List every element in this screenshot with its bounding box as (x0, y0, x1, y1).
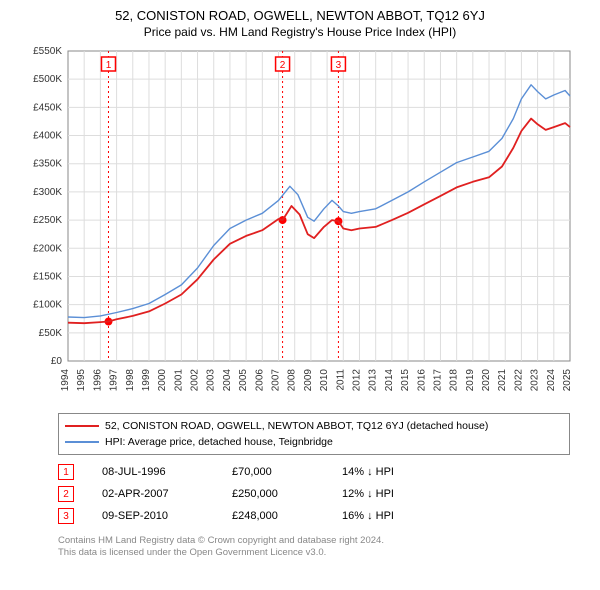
transaction-date: 08-JUL-1996 (102, 466, 232, 478)
transaction-price: £70,000 (232, 466, 342, 478)
svg-text:£300K: £300K (33, 187, 62, 198)
svg-text:1997: 1997 (109, 369, 120, 392)
svg-text:£400K: £400K (33, 131, 62, 142)
svg-text:2007: 2007 (271, 369, 282, 392)
transaction-date: 09-SEP-2010 (102, 510, 232, 522)
transaction-row: 2 02-APR-2007£250,00012% ↓ HPI (58, 483, 570, 505)
svg-text:2021: 2021 (497, 369, 508, 392)
svg-text:2016: 2016 (416, 369, 427, 392)
svg-text:2009: 2009 (303, 369, 314, 392)
transaction-date: 02-APR-2007 (102, 488, 232, 500)
svg-text:2022: 2022 (513, 369, 524, 392)
legend-swatch (65, 441, 99, 443)
footer: Contains HM Land Registry data © Crown c… (58, 535, 570, 560)
transaction-row: 1 08-JUL-1996£70,00014% ↓ HPI (58, 461, 570, 483)
svg-text:2013: 2013 (368, 369, 379, 392)
svg-text:2008: 2008 (287, 369, 298, 392)
svg-text:2003: 2003 (206, 369, 217, 392)
svg-text:1994: 1994 (60, 369, 71, 392)
svg-text:2012: 2012 (351, 369, 362, 392)
svg-text:2019: 2019 (465, 369, 476, 392)
legend-swatch (65, 425, 99, 427)
svg-text:3: 3 (336, 60, 342, 71)
svg-text:£450K: £450K (33, 102, 62, 113)
svg-text:2020: 2020 (481, 369, 492, 392)
svg-text:2017: 2017 (432, 369, 443, 392)
transaction-price: £248,000 (232, 510, 342, 522)
svg-text:2011: 2011 (335, 369, 346, 391)
footer-line-1: Contains HM Land Registry data © Crown c… (58, 535, 570, 547)
svg-text:2025: 2025 (562, 369, 573, 392)
svg-text:2: 2 (280, 60, 286, 71)
svg-text:1996: 1996 (92, 369, 103, 392)
svg-text:1998: 1998 (125, 369, 136, 392)
legend-item: 52, CONISTON ROAD, OGWELL, NEWTON ABBOT,… (65, 418, 563, 434)
footer-line-2: This data is licensed under the Open Gov… (58, 547, 570, 559)
transaction-marker: 3 (58, 508, 74, 524)
legend-label: 52, CONISTON ROAD, OGWELL, NEWTON ABBOT,… (105, 420, 488, 432)
transactions-table: 1 08-JUL-1996£70,00014% ↓ HPI 2 02-APR-2007… (58, 461, 570, 527)
svg-text:1999: 1999 (141, 369, 152, 392)
chart-svg: £0 £50K £100K £150K £200K £250K £300K £350K £400… (20, 45, 580, 405)
svg-text:1995: 1995 (76, 369, 87, 392)
svg-text:2005: 2005 (238, 369, 249, 392)
svg-text:2024: 2024 (546, 369, 557, 392)
svg-text:£350K: £350K (33, 159, 62, 170)
transaction-marker: 2 (58, 486, 74, 502)
svg-text:£100K: £100K (33, 300, 62, 311)
title-address: 52, CONISTON ROAD, OGWELL, NEWTON ABBOT,… (10, 8, 590, 23)
svg-text:£550K: £550K (33, 46, 62, 57)
svg-text:2002: 2002 (190, 369, 201, 392)
svg-text:£500K: £500K (33, 74, 62, 85)
titles: 52, CONISTON ROAD, OGWELL, NEWTON ABBOT,… (10, 8, 590, 39)
transaction-row: 3 09-SEP-2010£248,00016% ↓ HPI (58, 505, 570, 527)
chart: £0 £50K £100K £150K £200K £250K £300K £350K £400… (20, 45, 580, 405)
svg-text:2000: 2000 (157, 369, 168, 392)
svg-text:£150K: £150K (33, 271, 62, 282)
transaction-vs-hpi: 16% ↓ HPI (342, 510, 452, 522)
transaction-price: £250,000 (232, 488, 342, 500)
svg-text:2010: 2010 (319, 369, 330, 392)
svg-text:2015: 2015 (400, 369, 411, 392)
svg-text:2023: 2023 (530, 369, 541, 392)
transaction-marker: 1 (58, 464, 74, 480)
legend-label: HPI: Average price, detached house, Teig… (105, 436, 333, 448)
legend-item: HPI: Average price, detached house, Teig… (65, 434, 563, 450)
svg-text:£200K: £200K (33, 243, 62, 254)
chart-container: 52, CONISTON ROAD, OGWELL, NEWTON ABBOT,… (0, 0, 600, 590)
transaction-vs-hpi: 14% ↓ HPI (342, 466, 452, 478)
legend: 52, CONISTON ROAD, OGWELL, NEWTON ABBOT,… (58, 413, 570, 455)
svg-text:2001: 2001 (173, 369, 184, 392)
svg-text:2006: 2006 (254, 369, 265, 392)
svg-text:£0: £0 (51, 356, 63, 367)
transaction-vs-hpi: 12% ↓ HPI (342, 488, 452, 500)
svg-text:£50K: £50K (39, 328, 63, 339)
svg-text:2018: 2018 (449, 369, 460, 392)
title-subtitle: Price paid vs. HM Land Registry's House … (10, 25, 590, 39)
svg-text:£250K: £250K (33, 215, 62, 226)
svg-text:2004: 2004 (222, 369, 233, 392)
svg-text:2014: 2014 (384, 369, 395, 392)
svg-text:1: 1 (106, 60, 112, 71)
